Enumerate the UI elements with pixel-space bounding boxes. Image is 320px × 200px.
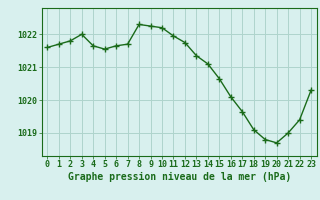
X-axis label: Graphe pression niveau de la mer (hPa): Graphe pression niveau de la mer (hPa) bbox=[68, 172, 291, 182]
